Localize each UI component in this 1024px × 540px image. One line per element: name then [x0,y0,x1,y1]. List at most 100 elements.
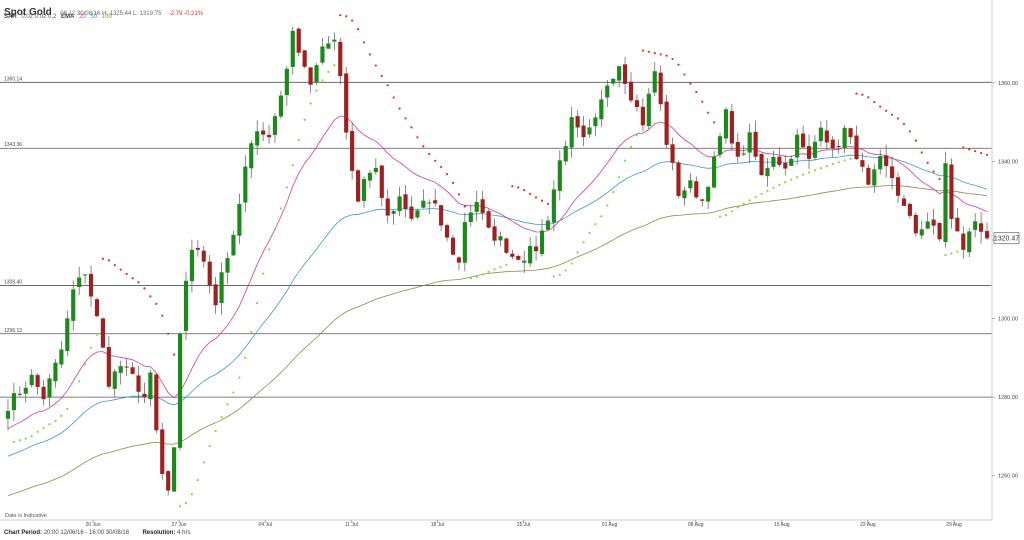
sar-dot-44 [267,248,271,251]
candle-127 [759,153,764,177]
candle-105 [628,72,634,103]
candle-50 [302,50,307,69]
current-price-tag: 1320.47 [993,232,1020,245]
candle-body [759,153,764,176]
candle-72 [433,188,438,207]
candle-151 [901,195,907,207]
candle-body [5,410,11,419]
candle-body [373,167,378,173]
candle-body [795,134,800,158]
sar-dot-155 [926,161,929,164]
candle-4 [29,369,34,388]
candle-body [290,30,295,67]
sar-dot-145 [867,96,870,99]
candle-body [943,163,948,243]
sar-dot-112 [671,57,674,61]
x-tick-label-0: 20 Jun [85,522,100,528]
candle-body [967,231,972,253]
sar-dot-20 [125,272,128,276]
sar-dot-105 [629,145,633,148]
sar-dot-122 [730,210,733,213]
candle-body [955,217,960,232]
sar-dot-17 [107,259,110,262]
candle-128 [765,158,770,187]
sar-dot-157 [938,177,941,181]
candle-129 [771,150,776,170]
candle-body [676,162,681,196]
candle-body [480,199,485,213]
candle-body [409,206,414,219]
candle-22 [136,365,141,404]
candle-85 [510,249,515,260]
candle-body [492,226,497,241]
candle-44 [266,124,272,144]
sar-dot-94 [564,269,567,272]
ema-20-series [7,115,988,430]
candle-156 [931,208,936,235]
candle-88 [528,236,533,268]
candle-body [266,134,272,138]
chart-footer: Chart Period: 20:00 12/06/16 - 16:00 30/… [4,530,190,536]
candle-136 [812,135,818,161]
candle-body [462,222,467,263]
candle-body [907,203,912,216]
ohlc-readout: 08.12.30/08/16 H: 1325.44 L: 1319.75 [60,11,162,17]
candle-41 [249,140,254,178]
candle-body [314,65,319,83]
candle-26 [160,422,165,480]
sar-dot-125 [748,199,751,202]
sar-dot-149 [890,113,894,116]
candle-body [510,253,515,257]
candle-48 [290,26,295,75]
candle-145 [866,164,871,186]
candle-body [456,257,462,263]
candle-93 [557,150,562,201]
price-chart[interactable]: 1360.14 1343.36 1308.40 1296.13 1260.00 1280… [0,0,1024,528]
sar-dot-89 [534,196,538,199]
level-label-0: 1360.14 [4,76,22,82]
x-tick-label-1: 27 Jun [172,522,187,528]
candle-body [528,245,533,264]
sar-dot-43 [262,272,265,275]
sar-dot-75 [451,181,455,184]
candle-body [213,284,218,306]
sar-dot-86 [517,186,520,189]
y-tick-label-4: 1340.00 [998,159,1018,165]
candle-body [729,111,734,144]
candle-body [136,375,141,392]
candle-33 [201,245,206,268]
candle-body [860,160,865,167]
sar-series [12,14,989,508]
sar-dot-133 [796,176,799,179]
sar-dot-161 [962,146,965,149]
candle-body [118,366,123,373]
sar-dot-78 [469,277,472,280]
sar-dot-68 [410,126,413,129]
sar-dot-140 [837,161,840,164]
sar-dot-64 [386,84,389,87]
candle-112 [670,137,675,171]
candle-69 [415,208,420,219]
candle-49 [296,27,301,57]
candle-25 [154,373,159,434]
candle-body [350,130,355,171]
candle-154 [919,220,924,240]
sar-dot-158 [944,253,947,257]
sar-dot-55 [333,64,336,67]
candle-body [599,99,604,120]
sar-dot-60 [362,41,366,44]
candle-18 [112,369,117,397]
candle-body [688,180,693,189]
candle-body [925,221,930,229]
sar-dot-73 [440,165,443,168]
candle-body [177,333,183,448]
candle-130 [777,147,782,168]
candle-71 [427,199,432,215]
sar-dot-72 [434,159,437,162]
sar-dot-70 [422,145,425,148]
sar-dot-32 [196,479,199,482]
candle-102 [611,78,616,87]
candle-body [901,198,907,206]
candle-118 [706,185,711,210]
sar-dot-77 [463,205,466,208]
